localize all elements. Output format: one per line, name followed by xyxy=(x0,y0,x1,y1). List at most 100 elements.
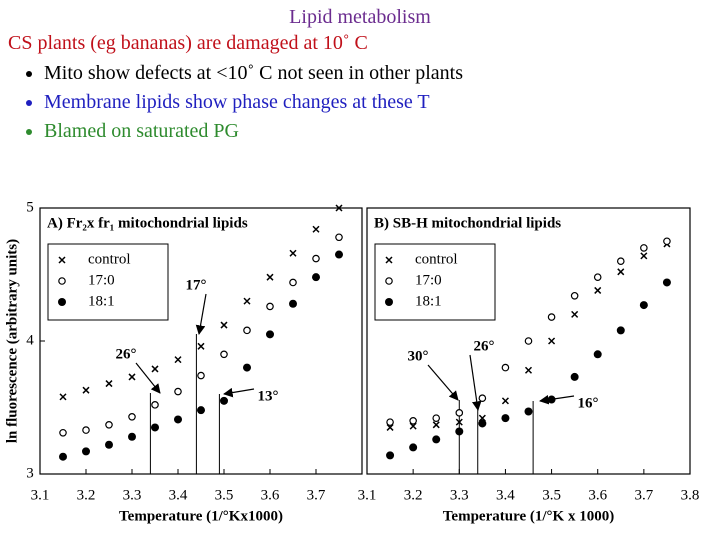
marker xyxy=(220,396,228,405)
marker xyxy=(501,414,510,423)
marker xyxy=(151,423,159,432)
x-tick-label: 3.6 xyxy=(588,487,607,503)
marker xyxy=(640,252,648,260)
marker xyxy=(478,394,487,402)
marker xyxy=(151,365,159,373)
legend-marker xyxy=(58,298,66,306)
annotation: 17° xyxy=(186,277,207,293)
marker xyxy=(478,419,487,428)
marker xyxy=(662,278,671,287)
legend-marker xyxy=(385,256,393,264)
marker xyxy=(547,395,556,404)
marker xyxy=(197,371,205,380)
bullet: Mito show defects at <10˚ C not seen in … xyxy=(44,62,720,91)
marker xyxy=(335,204,343,212)
marker xyxy=(663,237,671,246)
marker xyxy=(432,414,441,422)
x-tick-label: 3.5 xyxy=(542,487,561,503)
marker xyxy=(151,401,159,409)
x-tick-label: 3.2 xyxy=(77,487,96,503)
x-tick-label: 3.7 xyxy=(634,487,653,503)
slide-subtitle: CS plants (eg bananas) are damaged at 10… xyxy=(8,32,368,54)
x-tick-label: 3.8 xyxy=(681,487,700,503)
marker xyxy=(174,415,182,424)
marker xyxy=(455,418,463,426)
bullet-list: Mito show defects at <10˚ C not seen in … xyxy=(0,62,720,149)
marker xyxy=(570,291,579,300)
marker xyxy=(386,423,394,431)
marker xyxy=(570,372,579,381)
y-tick-label: 5 xyxy=(26,199,34,215)
marker xyxy=(289,278,297,287)
bullet: Blamed on saturated PG xyxy=(44,120,720,149)
marker xyxy=(524,407,533,416)
marker xyxy=(571,310,579,318)
legend-label: 18:1 xyxy=(88,293,115,309)
marker xyxy=(128,373,136,381)
y-axis-label: ln fluorescence (arbitrary units) xyxy=(4,239,20,443)
marker xyxy=(616,326,625,335)
marker xyxy=(386,418,394,426)
annotation-arrow xyxy=(539,394,575,405)
marker xyxy=(312,254,320,263)
marker xyxy=(409,416,417,425)
annotation: 26° xyxy=(116,346,137,362)
slide-title: Lipid metabolism xyxy=(289,6,431,28)
marker xyxy=(243,297,251,305)
marker xyxy=(197,342,205,350)
annotation: 30° xyxy=(408,348,429,364)
legend-marker xyxy=(385,277,393,285)
marker xyxy=(312,273,320,282)
marker xyxy=(105,420,113,429)
annotation-arrow xyxy=(223,387,255,398)
x-tick-label: 3.6 xyxy=(261,487,280,503)
marker xyxy=(547,313,556,321)
legend-marker xyxy=(58,256,66,264)
legend-box xyxy=(47,243,169,321)
marker xyxy=(197,406,205,415)
marker xyxy=(220,321,228,329)
marker xyxy=(105,440,113,449)
legend-marker xyxy=(58,277,66,285)
x-tick-label: 3.4 xyxy=(169,487,188,503)
marker xyxy=(266,330,274,339)
marker xyxy=(289,299,297,308)
marker xyxy=(455,409,464,417)
marker xyxy=(639,301,648,310)
legend-label: 18:1 xyxy=(415,293,442,309)
chart-title: B) SB-H mitochondrial lipids xyxy=(374,215,561,231)
x-tick-label: 3.1 xyxy=(358,487,377,503)
marker xyxy=(455,427,464,436)
legend-box xyxy=(374,243,496,321)
plot-frame xyxy=(39,207,363,475)
marker xyxy=(312,225,320,233)
annotation: 16° xyxy=(578,395,599,411)
marker xyxy=(59,428,67,437)
marker xyxy=(105,380,113,388)
legend-marker xyxy=(385,298,393,306)
marker xyxy=(59,393,67,401)
marker xyxy=(594,286,602,294)
marker xyxy=(524,366,533,374)
x-tick-label: 3.4 xyxy=(496,487,515,503)
x-tick-label: 3.7 xyxy=(307,487,326,503)
legend-label: control xyxy=(415,251,458,267)
marker xyxy=(82,386,90,394)
marker xyxy=(524,337,533,345)
marker xyxy=(243,326,251,335)
marker xyxy=(409,443,418,452)
marker xyxy=(174,356,182,364)
slide-text: Lipid metabolism CS plants (eg bananas) … xyxy=(0,0,720,149)
legend-label: control xyxy=(88,251,131,267)
legend-label: 17:0 xyxy=(88,272,115,288)
marker xyxy=(386,451,395,460)
marker xyxy=(220,350,228,359)
marker xyxy=(82,447,90,456)
marker xyxy=(174,387,182,396)
annotation-arrow xyxy=(427,364,459,401)
marker xyxy=(82,426,90,434)
marker xyxy=(593,350,602,359)
x-axis-label: Temperature (1/°Kx1000) xyxy=(119,508,283,524)
